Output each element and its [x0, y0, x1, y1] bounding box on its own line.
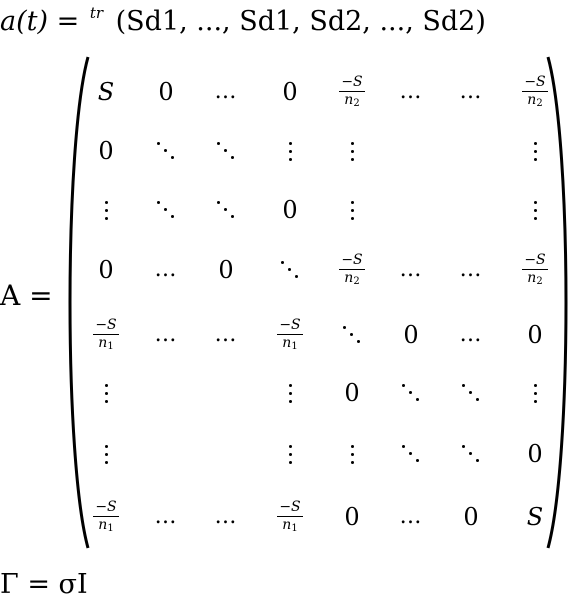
matrix-cell-r7-c4 [260, 429, 320, 479]
matrix-cell-r1-c1: S [97, 78, 115, 106]
fraction: −S n2 [339, 73, 365, 109]
matrix-cell-r7-c7 [441, 429, 501, 479]
matrix-cell-r7-c6 [381, 429, 441, 479]
matrix-cell-r2-c8 [505, 126, 565, 176]
matrix-cell-r8-c6: … [399, 504, 423, 529]
matrix-cell-r6-c7 [441, 368, 501, 418]
vertical-dots [533, 141, 537, 161]
fraction: −S n2 [522, 73, 548, 109]
matrix-right-parenthesis [544, 55, 573, 550]
diagonal-dots [402, 384, 420, 402]
vector-a-lhs: a(t) = [0, 6, 80, 37]
vertical-dots [288, 383, 292, 403]
matrix-cell-r1-c2: 0 [158, 78, 174, 106]
matrix-cell-r2-c2 [136, 126, 196, 176]
diagonal-dots [281, 261, 299, 279]
diagonal-dots [217, 142, 235, 160]
matrix-cell-r4-c7: … [459, 257, 483, 282]
vertical-dots [288, 141, 292, 161]
matrix-cell-r3-c8 [505, 185, 565, 235]
matrix-cell-r6-c6 [381, 368, 441, 418]
vertical-dots [104, 444, 108, 464]
vertical-dots [350, 444, 354, 464]
matrix-cell-r2-c1: 0 [98, 137, 114, 165]
diagonal-dots [462, 384, 480, 402]
vector-a-components: (Sd1, ..., Sd1, Sd2, ..., Sd2) [115, 6, 486, 37]
matrix-cell-r4-c3: 0 [218, 256, 234, 284]
matrix-cell-r2-c5 [322, 126, 382, 176]
vertical-dots [288, 444, 292, 464]
vertical-dots [350, 141, 354, 161]
vertical-dots [350, 200, 354, 220]
matrix-cell-r4-c5: −S n2 [322, 245, 382, 295]
matrix-cell-r8-c3: … [214, 504, 238, 529]
matrix-cell-r1-c4: 0 [282, 78, 298, 106]
vertical-dots [533, 200, 537, 220]
fraction: −S n1 [277, 316, 303, 352]
fraction: −S n2 [522, 251, 548, 287]
fraction: −S n1 [93, 498, 119, 534]
matrix-cell-r8-c2: … [154, 504, 178, 529]
fraction: −S n1 [93, 316, 119, 352]
matrix-cell-r4-c8: −S n2 [505, 245, 565, 295]
matrix-cell-r5-c2: … [154, 322, 178, 347]
matrix-cell-r8-c1: −S n1 [76, 492, 136, 542]
diagonal-dots [462, 445, 480, 463]
matrix-cell-r8-c7: 0 [463, 503, 479, 531]
matrix-cell-r1-c5: −S n2 [322, 67, 382, 117]
matrix-cell-r7-c1 [76, 429, 136, 479]
matrix-cell-r5-c3: … [214, 322, 238, 347]
matrix-cell-r8-c5: 0 [344, 503, 360, 531]
vertical-dots [533, 383, 537, 403]
matrix-cell-r1-c6: … [399, 79, 423, 104]
matrix-cell-r4-c6: … [399, 257, 423, 282]
matrix-a-label: A = [0, 279, 53, 312]
matrix-cell-r3-c4: 0 [282, 196, 298, 224]
vertical-dots [104, 200, 108, 220]
matrix-cell-r6-c1 [76, 368, 136, 418]
matrix-cell-r2-c3 [196, 126, 256, 176]
diagonal-dots [217, 201, 235, 219]
fraction: −S n2 [339, 251, 365, 287]
matrix-cell-r5-c1: −S n1 [76, 310, 136, 360]
matrix-cell-r1-c7: … [459, 79, 483, 104]
matrix-cell-r2-c4 [260, 126, 320, 176]
matrix-cell-r4-c2: … [154, 257, 178, 282]
matrix-cell-r5-c6: 0 [403, 321, 419, 349]
matrix-cell-r5-c8: 0 [527, 321, 543, 349]
matrix-cell-r5-c4: −S n1 [260, 310, 320, 360]
diagonal-dots [402, 445, 420, 463]
matrix-a: S 0 … 0 −S n2 … … −S n2 0 0 0 … 0 −S n2 … … −S n2 −S n1 … … −S n1 0… [80, 62, 550, 542]
matrix-cell-r3-c5 [322, 185, 382, 235]
diagonal-dots [157, 142, 175, 160]
matrix-cell-r7-c5 [322, 429, 382, 479]
matrix-cell-r3-c1 [76, 185, 136, 235]
matrix-cell-r4-c4 [260, 245, 320, 295]
matrix-cell-r5-c7: … [459, 322, 483, 347]
vector-a-equation: a(t) = tr (Sd1, ..., Sd1, Sd2, ..., Sd2) [0, 4, 486, 37]
matrix-cell-r8-c8: S [526, 503, 544, 531]
matrix-cell-r7-c8: 0 [527, 440, 543, 468]
matrix-cell-r8-c4: −S n1 [260, 492, 320, 542]
matrix-cell-r1-c8: −S n2 [505, 67, 565, 117]
vertical-dots [104, 383, 108, 403]
fraction: −S n1 [277, 498, 303, 534]
transpose-superscript: tr [89, 4, 104, 22]
matrix-cell-r3-c3 [196, 185, 256, 235]
gamma-equation: Γ = σI [0, 569, 88, 600]
matrix-cell-r4-c1: 0 [98, 256, 114, 284]
matrix-cell-r1-c3: … [214, 79, 238, 104]
matrix-cell-r6-c8 [505, 368, 565, 418]
matrix-cell-r3-c2 [136, 185, 196, 235]
diagonal-dots [343, 326, 361, 344]
matrix-cell-r6-c5: 0 [344, 379, 360, 407]
matrix-cell-r5-c5 [322, 310, 382, 360]
matrix-cell-r6-c4 [260, 368, 320, 418]
matrix-left-parenthesis [62, 55, 92, 550]
diagonal-dots [157, 201, 175, 219]
